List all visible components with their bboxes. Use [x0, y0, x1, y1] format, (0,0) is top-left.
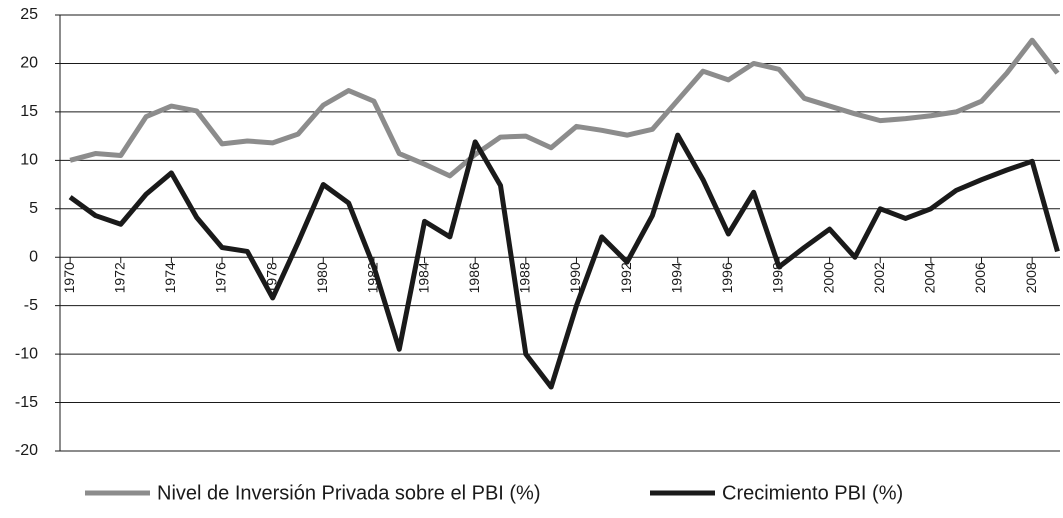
y-tick-label: 15: [20, 103, 38, 120]
x-tick-label: 1976: [213, 262, 229, 293]
x-tick-label: 1972: [111, 262, 127, 293]
x-tick-label: 2006: [972, 262, 988, 293]
line-series: [69, 37, 1060, 179]
y-tick-label: 5: [29, 200, 38, 217]
x-tick-label: 2004: [922, 262, 938, 293]
x-tick-label: 2000: [820, 262, 836, 293]
x-tick-label: 1984: [415, 262, 431, 293]
x-tick-label: 1980: [314, 262, 330, 293]
x-tick-label: 1998: [770, 262, 786, 293]
line-series: [68, 132, 1060, 390]
y-tick-label: 20: [20, 55, 38, 72]
x-tick-label: 1988: [517, 262, 533, 293]
y-tick-label: 25: [20, 6, 38, 23]
x-tick-label: 1986: [466, 262, 482, 293]
x-tick-label: 1994: [668, 262, 684, 293]
y-tick-label: 10: [20, 152, 38, 169]
x-tick-label: 2002: [871, 262, 887, 293]
x-tick-label: 1974: [162, 262, 178, 293]
x-tick-label: 1996: [719, 262, 735, 293]
y-tick-label: 0: [29, 248, 38, 265]
y-tick-label: -15: [15, 394, 38, 411]
legend-label: Crecimiento PBI (%): [722, 482, 903, 504]
legend-label: Nivel de Inversión Privada sobre el PBI …: [157, 482, 541, 504]
y-tick-label: -20: [15, 442, 38, 459]
x-tick-label: 1992: [618, 262, 634, 293]
x-tick-label: 1970: [61, 262, 77, 293]
y-tick-label: -5: [24, 297, 38, 314]
x-tick-label: 1990: [567, 262, 583, 293]
x-tick-label: 2008: [1023, 262, 1039, 293]
y-tick-label: -10: [15, 345, 38, 362]
